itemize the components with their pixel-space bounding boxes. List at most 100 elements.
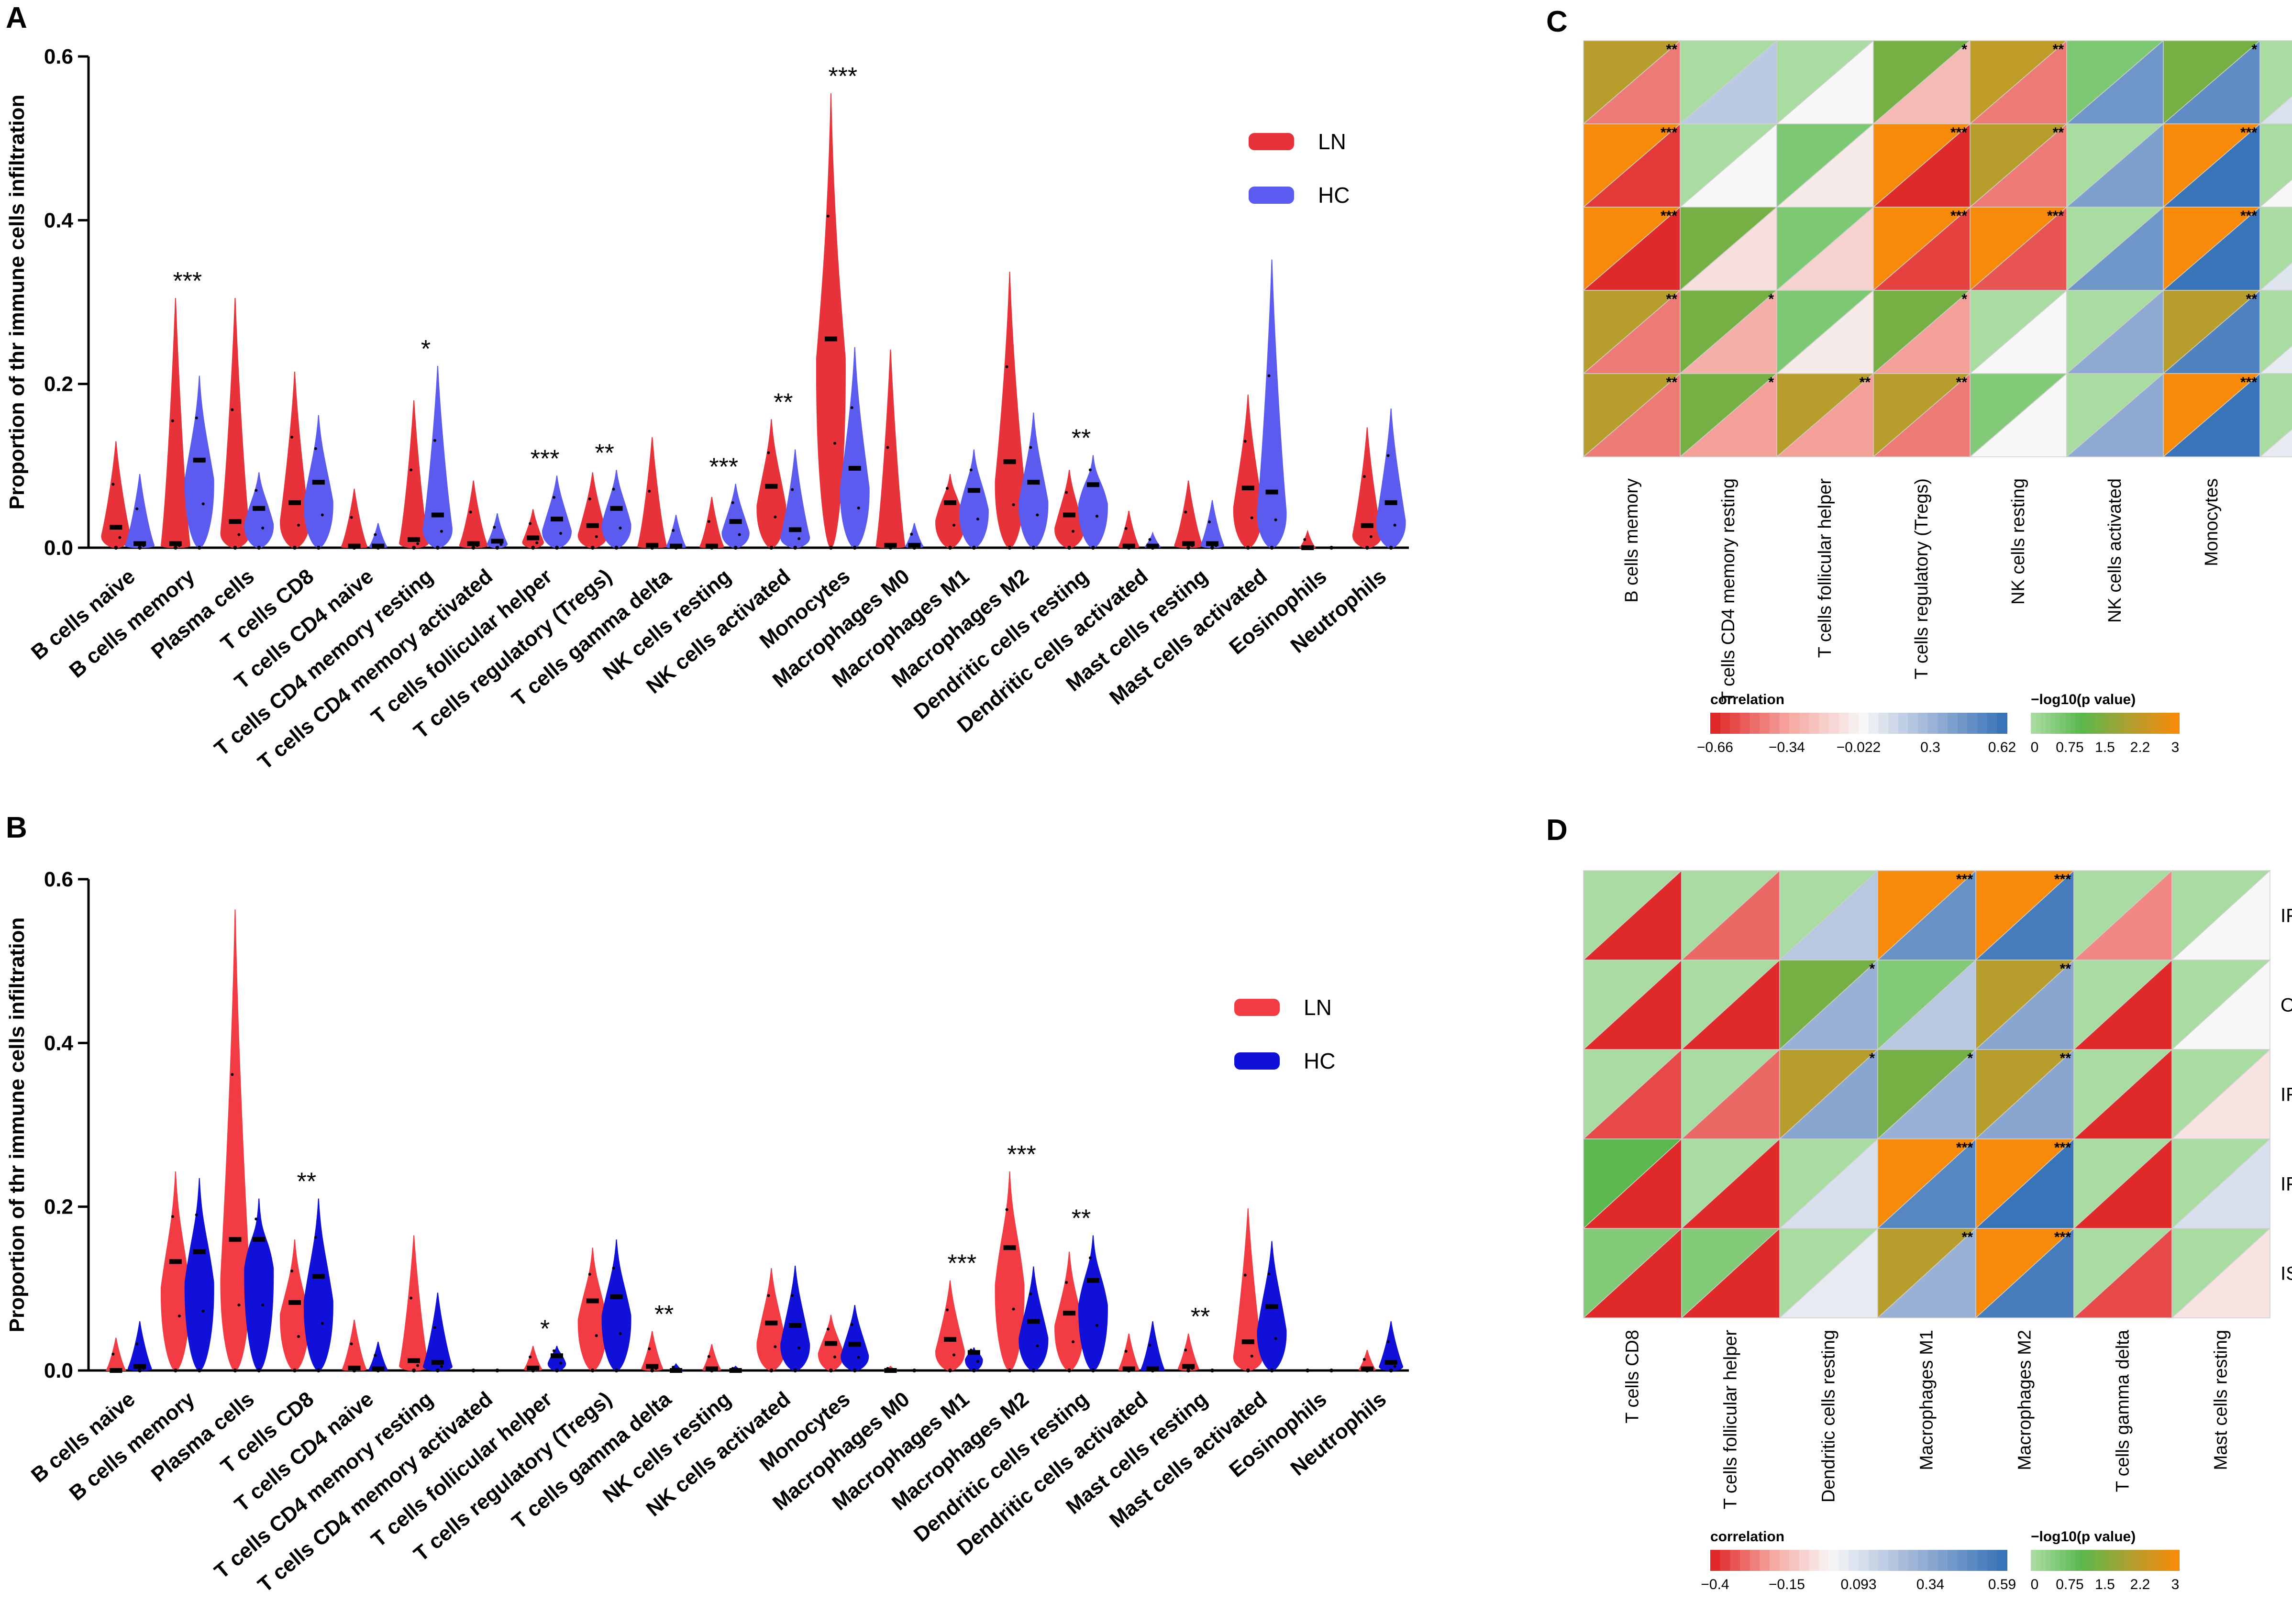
b-point-ln-t-cells-cd4-memory-resting [410, 1296, 413, 1300]
d-legend-corr-swatch [1967, 1550, 1978, 1571]
a-violin-hc-mast-cells-resting [1200, 500, 1224, 549]
d-legend-corr-swatch [1760, 1550, 1770, 1571]
b-baseline-dot [1246, 1369, 1250, 1372]
a-point-hc-mast-cells-activated [1274, 518, 1277, 521]
d-legend-corr-swatch [1927, 1550, 1938, 1571]
c-legend-corr-swatch [1927, 713, 1938, 734]
b-point-hc-t-cells-follicular-helper [553, 1349, 555, 1352]
a-baseline-dot [1210, 546, 1214, 550]
c-legend-p-tick: 2.2 [2130, 740, 2150, 755]
a-point-hc-t-cells-regulatory-tregs [619, 526, 622, 530]
c-legend-corr-swatch [1838, 713, 1849, 734]
d-legend-corr-swatch [1779, 1550, 1790, 1571]
d-legend-corr-swatch [1838, 1550, 1849, 1571]
d-legend-corr-swatch [1918, 1550, 1928, 1571]
a-baseline-dot [114, 546, 118, 550]
d-legend-p-swatch [2135, 1550, 2140, 1571]
b-y-tick-label: 0.4 [44, 1031, 74, 1055]
a-median-hc-monocytes [848, 465, 861, 471]
d-stars: *** [1956, 1140, 1973, 1156]
b-baseline-dot [1365, 1369, 1369, 1372]
b-significance-mast-cells-resting: ** [1191, 1303, 1210, 1331]
b-violin-hc-t-cells-cd4-memory-resting [423, 1293, 453, 1371]
a-baseline-dot [1389, 546, 1393, 550]
a-violin-ln-nk-cells-resting [699, 497, 724, 549]
b-y-axis-title: Proportion of thr immune cells infiltrat… [5, 917, 29, 1333]
a-point-ln-mast-cells-activated [1243, 440, 1247, 443]
c-cell-corr-ifitm3-dendritic-cells-resting [2259, 96, 2292, 124]
a-point-hc-t-cells-cd4-memory-resting [440, 530, 443, 533]
b-median-ln-t-cells-cd4-naive [348, 1365, 361, 1370]
a-point-ln-macrophages-m1 [952, 523, 955, 527]
c-legend-corr-swatch [1948, 713, 1958, 734]
a-point-hc-dendritic-cells-resting [1088, 468, 1092, 472]
panel-label-d: D [1546, 814, 1568, 847]
b-violin-ln-dendritic-cells-activated [1118, 1333, 1140, 1371]
b-baseline-dot [1186, 1369, 1191, 1372]
b-point-hc-t-cells-cd8 [314, 1236, 317, 1239]
a-baseline-dot [1151, 546, 1155, 550]
c-legend-corr-swatch [1829, 713, 1839, 734]
b-point-hc-dendritic-cells-activated [1155, 1368, 1158, 1371]
a-violin-ln-b-cells-naive [101, 441, 131, 549]
b-point-hc-nk-cells-resting [731, 1367, 734, 1370]
d-stars: *** [2054, 1140, 2071, 1156]
a-baseline-dot [590, 546, 595, 550]
b-violin-ln-t-cells-regulatory-tregs [577, 1248, 608, 1371]
a-point-ln-macrophages-m0 [893, 545, 896, 548]
a-point-ln-neutrophils [1369, 535, 1373, 538]
a-median-hc-t-cells-regulatory-tregs [610, 506, 623, 511]
c-legend-p-swatch [2090, 713, 2096, 734]
b-point-hc-t-cells-regulatory-tregs [619, 1332, 622, 1335]
d-legend-p-swatch [2036, 1550, 2041, 1571]
d-stars: ** [2060, 961, 2071, 977]
b-point-ln-macrophages-m1 [946, 1308, 949, 1312]
a-significance-dendritic-cells-resting: ** [1072, 425, 1091, 453]
a-baseline-dot [1246, 546, 1250, 550]
d-legend-corr-swatch [1977, 1550, 1988, 1571]
c-legend-p-swatch [2125, 713, 2130, 734]
d-legend-corr-tick: −0.4 [1701, 1577, 1729, 1592]
a-median-hc-nk-cells-resting [729, 519, 742, 524]
d-row-label-irf7: IRF7 [2281, 1084, 2292, 1105]
a-baseline-dot [888, 546, 893, 550]
a-point-hc-dendritic-cells-resting [1095, 515, 1098, 518]
a-violin-ln-t-cells-cd8 [280, 371, 310, 549]
a-median-ln-macrophages-m2 [1003, 459, 1016, 464]
b-median-ln-monocytes [824, 1341, 837, 1346]
a-point-ln-plasma-cells [237, 533, 241, 536]
d-legend-p-swatch [2080, 1550, 2086, 1571]
a-point-hc-nk-cells-activated [791, 488, 794, 491]
a-point-hc-neutrophils [1386, 454, 1390, 457]
b-median-hc-t-cells-cd8 [312, 1274, 325, 1279]
a-point-ln-dendritic-cells-activated [1124, 527, 1128, 530]
d-legend-corr-swatch [1809, 1550, 1820, 1571]
c-col-label-b-cells-memory: B cells memory [1622, 478, 1642, 603]
c-stars: *** [2240, 125, 2257, 141]
b-median-ln-plasma-cells [229, 1237, 242, 1242]
b-baseline-dot [1210, 1369, 1214, 1372]
b-median-hc-neutrophils [1384, 1359, 1397, 1365]
a-point-ln-mast-cells-resting [1191, 544, 1194, 547]
d-legend-p-swatch [2070, 1550, 2076, 1571]
a-point-hc-t-cells-cd4-naive [374, 533, 377, 536]
b-baseline-dot [1091, 1369, 1095, 1372]
b-median-hc-macrophages-m2 [1027, 1319, 1040, 1324]
a-median-ln-t-cells-cd4-memory-activated [467, 541, 480, 546]
a-point-ln-nk-cells-activated [767, 451, 770, 454]
a-point-ln-dendritic-cells-resting [1072, 530, 1075, 533]
b-median-hc-dendritic-cells-resting [1086, 1278, 1099, 1283]
d-stars: * [1967, 1050, 1973, 1066]
b-point-hc-macrophages-m1 [969, 1348, 973, 1352]
a-point-ln-t-cells-cd4-naive [356, 545, 360, 549]
b-median-hc-nk-cells-activated [789, 1323, 802, 1328]
d-legend-corr-tick: 0.59 [1988, 1577, 2016, 1592]
c-legend-corr-swatch [1819, 713, 1829, 734]
c-legend-corr-swatch [1918, 713, 1928, 734]
c-legend-p-swatch [2055, 713, 2061, 734]
a-median-ln-b-cells-memory [169, 541, 182, 546]
d-col-label-mast-cells-resting: Mast cells resting [2211, 1330, 2231, 1470]
c-stars: * [1768, 291, 1774, 307]
b-median-hc-t-cells-regulatory-tregs [610, 1294, 623, 1299]
a-point-ln-t-cells-cd4-memory-resting [410, 468, 413, 472]
